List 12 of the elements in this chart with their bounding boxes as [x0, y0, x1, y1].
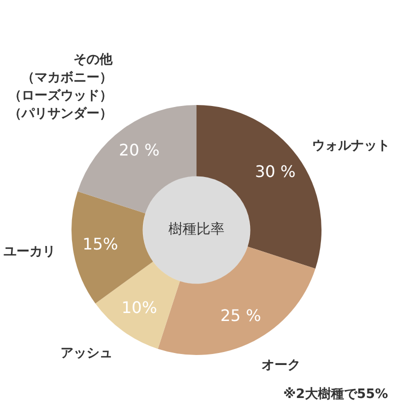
- slice-label: その他（マカボニー）（ローズウッド）（パリサンダー）: [8, 52, 114, 122]
- data-label: 10%: [121, 298, 158, 317]
- data-label: 30 %: [254, 162, 296, 181]
- text: 樹種比率: [168, 222, 224, 238]
- data-label: 15%: [82, 234, 118, 254]
- slice-label: アッシュ: [60, 346, 112, 362]
- slice-label: ユーカリ: [3, 244, 56, 260]
- data-label: 25 %: [220, 306, 262, 325]
- slice-label: オーク: [261, 358, 300, 373]
- text: ※2大樹種で55%: [283, 387, 388, 402]
- data-label: 20 %: [118, 140, 160, 160]
- slice-label: ウォルナット: [312, 138, 390, 154]
